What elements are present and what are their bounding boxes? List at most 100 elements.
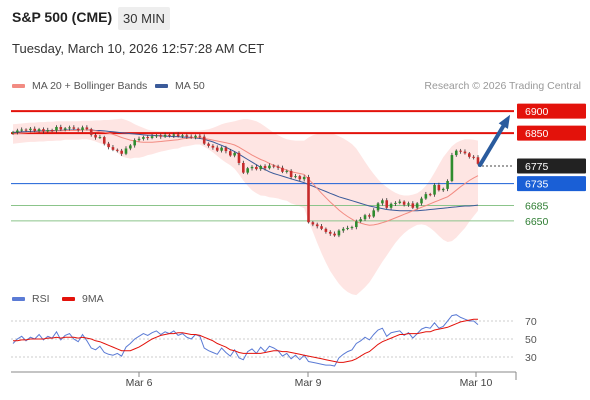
candle-body (437, 184, 441, 191)
candle-body (433, 184, 436, 195)
rsi-line (12, 314, 479, 367)
rsi-legend-swatch (12, 297, 25, 301)
credit-text: Research © 2026 Trading Central (424, 80, 581, 92)
candle-body (420, 198, 423, 204)
candle-body (215, 147, 219, 151)
candle-body (285, 170, 289, 172)
candle-body (11, 132, 15, 134)
candle-body (463, 151, 467, 154)
candle-body (441, 188, 445, 191)
candle-body (115, 149, 119, 151)
candle-body (311, 222, 315, 225)
candle-body (55, 126, 58, 131)
candle-body (398, 201, 402, 203)
target-arrow-head (498, 114, 511, 129)
candle-body (468, 153, 471, 157)
x-tick-label-2: Mar 10 (460, 377, 493, 389)
candle-body (476, 157, 480, 164)
candle-body (85, 127, 89, 130)
candle-body (46, 130, 50, 132)
level-badge-6900 (517, 103, 586, 119)
level-label-6735: 6735 (525, 179, 549, 191)
legend-ma20-label: MA 20 + Bollinger Bands (32, 80, 148, 92)
candle-body (111, 147, 115, 150)
instrument-title: S&P 500 (CME) (12, 9, 113, 25)
candle-body (298, 176, 302, 180)
candle-body (24, 129, 28, 131)
candle-body (272, 165, 276, 167)
legend-ma20: MA 20 + Bollinger Bands (12, 80, 147, 92)
candle-body (350, 227, 354, 229)
candle-body (194, 135, 197, 138)
candle-body (207, 143, 210, 146)
bollinger-bands (13, 118, 478, 296)
candle-body (102, 137, 106, 144)
candle-body (255, 166, 258, 170)
rsi-tick-30: 30 (525, 352, 537, 364)
candle-body (16, 130, 19, 133)
candle-body (263, 166, 267, 169)
level-lines (11, 110, 514, 222)
candle-body (181, 135, 184, 137)
candle-body (359, 219, 362, 222)
level-badge-6850 (517, 125, 586, 141)
candle-body (72, 127, 76, 129)
candle-body (59, 126, 63, 130)
candle-body (120, 150, 123, 154)
candle-body (415, 203, 419, 208)
bollinger-band-fill (13, 118, 478, 296)
candle-body (98, 137, 102, 139)
candle-body (246, 168, 249, 173)
candle-body (289, 170, 293, 178)
candle-body (385, 200, 389, 208)
level-badge-6735 (517, 176, 586, 192)
timeframe-badge[interactable]: 30 MIN (118, 7, 170, 30)
x-tick-label-1: Mar 9 (295, 377, 322, 389)
legend-rsi-label: RSI (32, 293, 50, 305)
rsi-tick-50: 50 (525, 334, 537, 346)
level-label-6900: 6900 (525, 106, 549, 118)
legend-ma50-label: MA 50 (175, 80, 205, 92)
price-overlay: 6900 6850 6775 6735 6685 6650 (478, 103, 586, 228)
candle-body (189, 136, 193, 138)
x-tick-label-0: Mar 6 (126, 377, 153, 389)
level-badge-6775 (517, 158, 586, 174)
candle-body (124, 148, 128, 154)
candle-body (137, 138, 141, 141)
candle-body (355, 221, 358, 228)
candle-body (411, 203, 415, 208)
candle-body (242, 162, 245, 173)
candle-body (281, 167, 284, 172)
candle-body (163, 134, 167, 137)
candle-body (363, 215, 367, 220)
rsi-panel: 30 50 70 (11, 314, 537, 367)
candle-body (276, 166, 280, 168)
candle-body (142, 137, 145, 139)
candle-body (259, 166, 263, 170)
level-label-6850: 6850 (525, 128, 549, 140)
target-arrow (478, 117, 509, 168)
candle-body (376, 203, 380, 211)
legend-9ma: 9MA (62, 293, 104, 305)
candle-body (268, 165, 271, 169)
candle-body (133, 140, 136, 146)
candle-body (389, 203, 393, 208)
ma50-legend-swatch (155, 84, 168, 88)
legend-9ma-label: 9MA (82, 293, 104, 305)
candle-body (402, 201, 406, 205)
level-label-6775: 6775 (525, 161, 549, 173)
candle-body (220, 147, 223, 151)
candle-body (394, 202, 397, 204)
candle-body (233, 152, 236, 156)
candle-body (185, 135, 189, 137)
candle-body (68, 127, 71, 129)
candle-body (33, 128, 37, 131)
candle-body (307, 177, 310, 223)
candle-body (333, 233, 336, 236)
rsi-9ma-line (13, 318, 478, 363)
candle-body (372, 210, 376, 217)
candle-body (302, 177, 306, 180)
candle-body (150, 136, 154, 138)
candle-body (94, 134, 97, 138)
